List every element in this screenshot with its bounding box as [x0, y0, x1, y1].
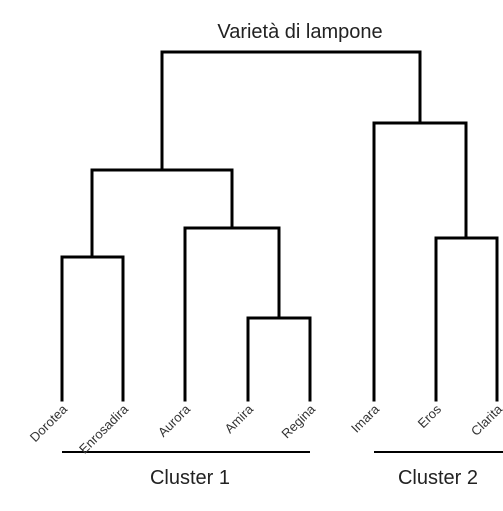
leaf-label: Dorotea — [27, 401, 71, 445]
leaf-label: Amira — [222, 401, 257, 436]
branch — [246, 316, 312, 402]
leaf-label: Enrosadira — [76, 401, 132, 457]
cluster-label: Cluster 1 — [150, 467, 230, 489]
leaf-label: Imara — [348, 401, 383, 436]
leaf-label: Aurora — [155, 401, 194, 440]
tree — [60, 50, 499, 402]
branch — [60, 255, 125, 402]
branch — [160, 50, 422, 172]
branch — [183, 226, 281, 402]
branch — [372, 121, 468, 402]
leaf-labels: Dorotea Enrosadira Aurora Amira Regina Imara E… — [27, 401, 503, 457]
branch — [90, 168, 234, 259]
title: Varietà di lampone — [217, 21, 382, 43]
leaf-label: Regina — [278, 401, 318, 441]
cluster-label: Cluster 2 — [398, 467, 478, 489]
leaf-label: Eros — [415, 401, 445, 431]
branch — [434, 236, 499, 402]
leaf-label: Clarita — [468, 401, 503, 439]
